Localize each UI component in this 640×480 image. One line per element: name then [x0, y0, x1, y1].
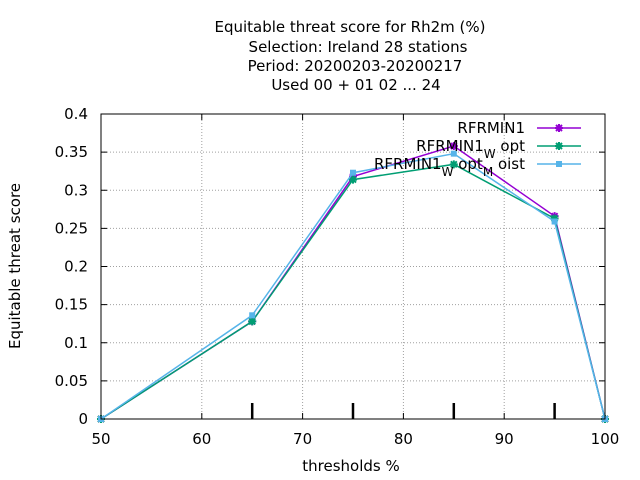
series-point — [450, 150, 457, 157]
series-point-glyph — [248, 317, 257, 326]
series-point — [551, 218, 558, 225]
x-axis-label: thresholds % — [302, 457, 399, 475]
y-tick-label: 0 — [78, 410, 88, 428]
grid-lines — [101, 114, 605, 419]
series-point — [555, 142, 563, 150]
series-layer — [97, 142, 609, 423]
y-tick-label: 0.1 — [64, 334, 88, 352]
title-line-3: Period: 20200203-20200217 — [248, 57, 463, 75]
series-point — [556, 161, 562, 167]
title-line-2: Selection: Ireland 28 stations — [249, 38, 468, 56]
plot-frame — [100, 113, 606, 420]
series-point — [449, 160, 458, 169]
y-axis-label: Equitable threat score — [6, 183, 24, 349]
y-tick-label: 0.35 — [55, 143, 88, 161]
y-tick-label: 0.4 — [64, 105, 88, 123]
series-point — [349, 175, 357, 184]
series-point — [249, 312, 256, 319]
y-tick-label: 0.05 — [55, 372, 88, 390]
series-point-glyph — [555, 124, 563, 132]
x-tick-label: 70 — [293, 430, 312, 448]
x-tick-label: 100 — [591, 430, 620, 448]
series-point-glyph — [449, 142, 458, 151]
y-tick-label: 0.2 — [64, 258, 88, 276]
y-axis-ticks: 0 0.05 0.1 0.15 0.2 0.25 0.3 0.35 0.4 — [55, 105, 605, 428]
legend-label-3: RFRMIN1W optM oist — [374, 155, 525, 179]
chart-title: Equitable threat score for Rh2m (%) Sele… — [214, 18, 485, 94]
legend-label-1: RFRMIN1 — [457, 119, 525, 137]
title-line-1: Equitable threat score for Rh2m (%) — [214, 18, 485, 36]
series-point-glyph — [349, 175, 357, 184]
series-point — [555, 124, 563, 132]
series-line — [100, 145, 606, 420]
series-point — [350, 169, 356, 176]
series-point-glyph — [555, 142, 563, 150]
series-line — [100, 152, 606, 420]
y-tick-label: 0.3 — [64, 181, 88, 199]
y-tick-label: 0.25 — [55, 219, 88, 237]
legend-label-2: RFRMIN1W opt — [416, 137, 525, 161]
x-tick-label: 60 — [192, 430, 211, 448]
x-tick-label: 80 — [394, 430, 413, 448]
series-point — [449, 142, 458, 151]
series-point-glyph — [550, 214, 559, 223]
series-point — [550, 214, 559, 223]
x-tick-label: 90 — [495, 430, 514, 448]
series-point-glyph — [449, 160, 458, 169]
title-line-4: Used 00 + 01 02 ... 24 — [271, 76, 440, 94]
series-point — [248, 317, 257, 326]
y-tick-label: 0.15 — [55, 296, 88, 314]
threshold-markers — [250, 403, 556, 419]
x-tick-label: 50 — [91, 430, 110, 448]
